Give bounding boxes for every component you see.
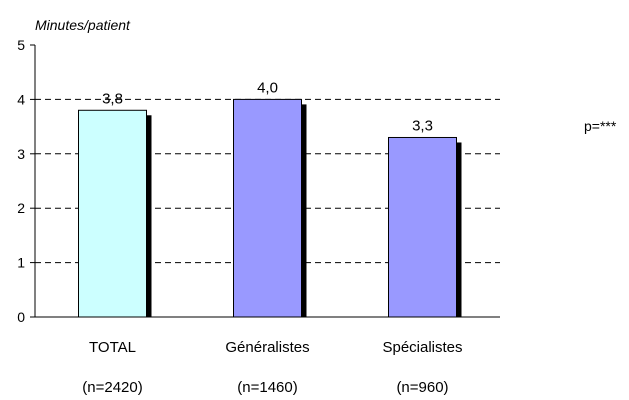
y-tick-label: 1 (17, 255, 25, 271)
labels-group: 0 1 2 3 4 5 3,8 TOTAL (n=2420) 4,0 Généralistes (n=… (17, 37, 462, 396)
y-tick-label: 2 (17, 200, 25, 216)
significance-label: p=*** (584, 118, 617, 134)
y-axis-label: Minutes/patient (35, 17, 131, 33)
bar (78, 109, 147, 318)
data-label: 3,3 (412, 117, 433, 134)
bars-group (78, 98, 462, 318)
y-tick-label: 0 (17, 309, 25, 325)
x-tick-label: Spécialistes (382, 339, 462, 356)
bar (233, 98, 302, 318)
sample-size-label: (n=960) (396, 379, 448, 396)
sample-size-label: (n=1460) (237, 379, 297, 396)
bar (388, 136, 457, 318)
y-tick-label: 4 (17, 91, 25, 107)
data-label: 4,0 (257, 79, 278, 96)
data-label: 3,8 (102, 90, 123, 107)
axes (30, 44, 500, 318)
y-tick-label: 3 (17, 146, 25, 162)
x-tick-label: TOTAL (89, 339, 136, 356)
y-tick-label: 5 (17, 37, 25, 53)
sample-size-label: (n=2420) (82, 379, 142, 396)
x-tick-label: Généralistes (225, 339, 309, 356)
